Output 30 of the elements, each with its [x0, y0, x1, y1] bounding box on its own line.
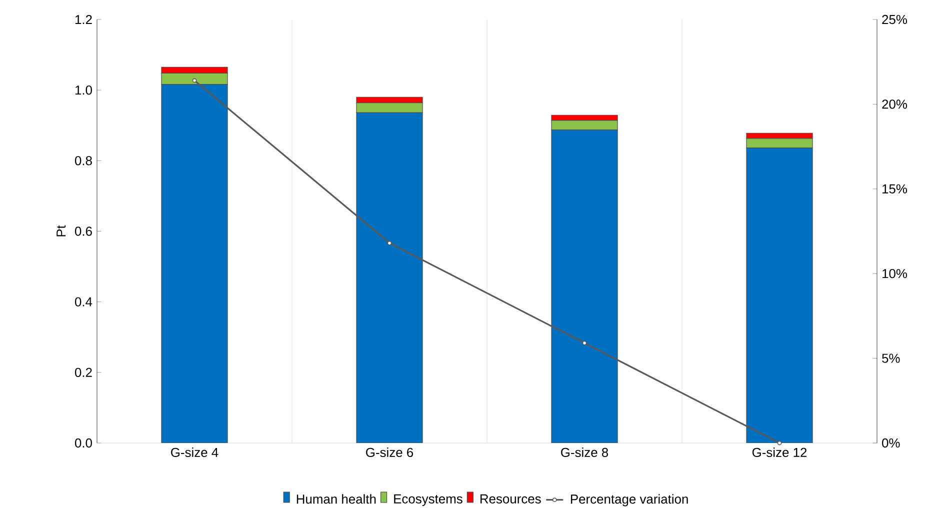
- y-tick-label: 1.0: [75, 85, 92, 95]
- x-tick-label: G-size 4: [171, 448, 218, 458]
- point: [582, 340, 587, 346]
- x-tick-label: G-size 8: [561, 448, 608, 458]
- bar: [746, 148, 813, 443]
- y-tick-label: 0.4: [74, 297, 92, 306]
- bar: [356, 112, 423, 443]
- legend-label: Ecosystems: [394, 494, 462, 506]
- y2-tick-label: 0%: [882, 438, 900, 448]
- y-tick-label: 0.2: [74, 368, 92, 377]
- y-tick-label: 0.0: [74, 438, 92, 448]
- y-axis-title: Pt: [56, 225, 66, 236]
- point: [387, 240, 392, 246]
- legend-label: Human health: [296, 494, 376, 504]
- bar: [551, 130, 618, 443]
- x-tick-label: G-size 6: [366, 448, 414, 458]
- y2-tick-label: 25%: [882, 14, 907, 24]
- legend-label: Percentage variation: [570, 494, 688, 506]
- bar: [161, 84, 228, 443]
- y2-tick-label: 15%: [882, 184, 907, 194]
- point: [192, 78, 197, 83]
- y2-tick-label: 10%: [882, 269, 907, 278]
- y2-tick-label: 5%: [882, 354, 900, 363]
- legend-label: Resources: [480, 494, 541, 504]
- x-tick-label: G-size 12: [752, 448, 807, 458]
- y-tick-label: 1.2: [75, 14, 92, 24]
- point: [777, 440, 782, 446]
- y-tick-label: 0.8: [74, 156, 92, 166]
- y2-tick-label: 20%: [882, 100, 907, 109]
- y-tick-label: 0.6: [74, 226, 92, 236]
